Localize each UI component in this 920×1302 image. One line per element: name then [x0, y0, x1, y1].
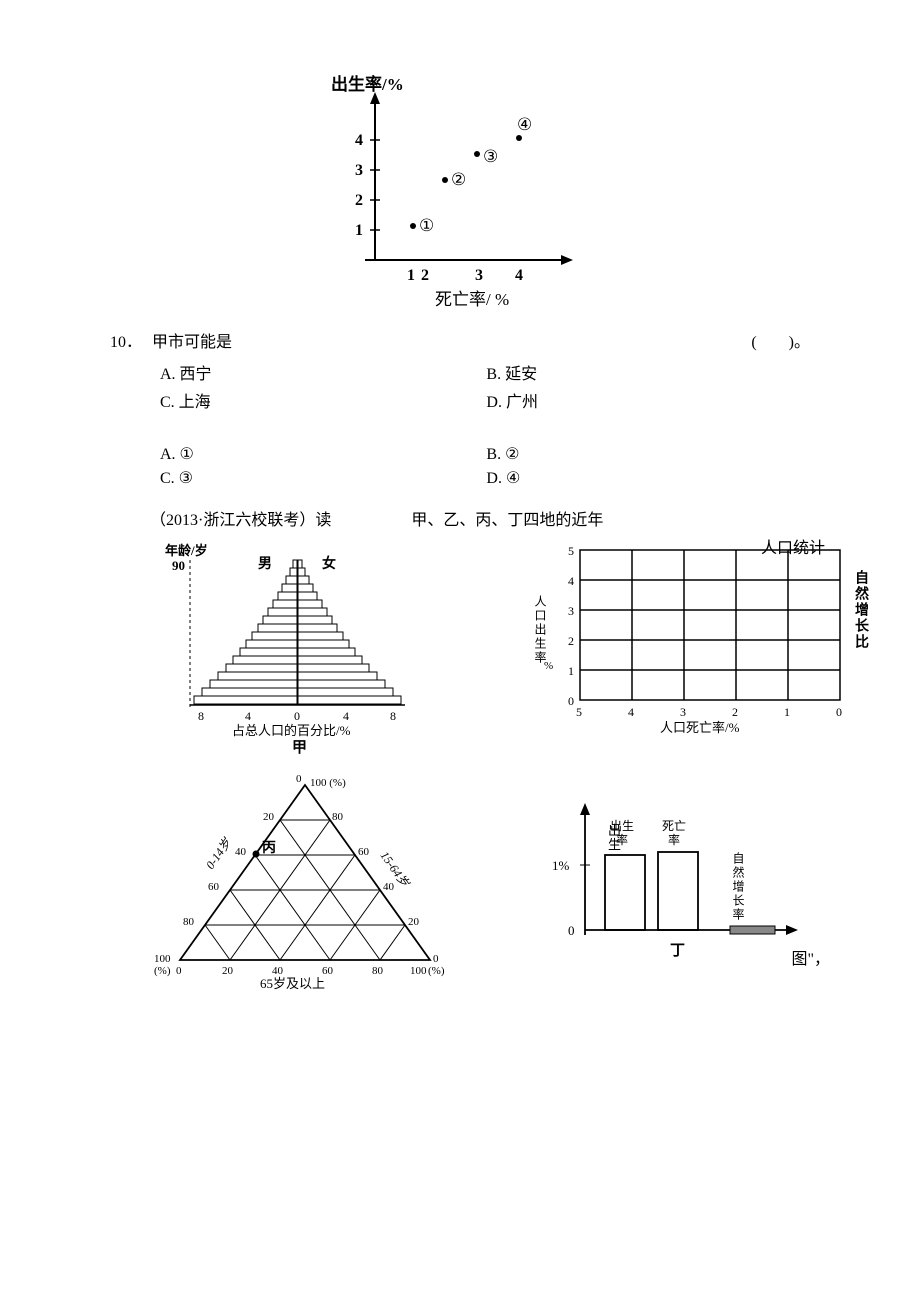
- svg-text:出生: 出生: [610, 819, 634, 833]
- q10-option-d[interactable]: D. 广州: [486, 388, 812, 412]
- svg-text:③: ③: [483, 147, 498, 166]
- svg-text:0-14岁: 0-14岁: [203, 835, 235, 872]
- svg-text:65岁及以上: 65岁及以上: [260, 976, 325, 990]
- q11-option-c[interactable]: C. ③: [160, 468, 486, 488]
- svg-text:0: 0: [294, 709, 300, 723]
- svg-text:1: 1: [784, 705, 790, 719]
- svg-text:0: 0: [836, 705, 842, 719]
- y-tick-1: 1: [355, 222, 363, 239]
- svg-text:5: 5: [568, 544, 574, 558]
- y-tick-4: 4: [355, 132, 363, 149]
- svg-text:3: 3: [568, 604, 574, 618]
- svg-text:女: 女: [322, 555, 336, 572]
- trail-text: 图"，: [791, 945, 830, 969]
- svg-text:0: 0: [296, 773, 302, 785]
- y-tick-2: 2: [355, 192, 363, 209]
- passage-source: （2013·浙江六校联考）读: [150, 506, 331, 530]
- svg-text:80: 80: [372, 965, 384, 977]
- passage-intro: （2013·浙江六校联考）读 甲、乙、丙、丁四地的近年: [110, 506, 840, 530]
- svg-text:男: 男: [258, 556, 272, 572]
- figures-grid: 年龄/岁 90 男 女: [150, 540, 840, 990]
- q10-option-b[interactable]: B. 延安: [486, 360, 812, 384]
- svg-text:2: 2: [732, 705, 738, 719]
- svg-text:0: 0: [176, 965, 182, 977]
- svg-text:0: 0: [568, 694, 574, 708]
- svg-text:80: 80: [183, 916, 195, 928]
- svg-text:②: ②: [451, 170, 466, 189]
- svg-text:100 (%): 100 (%): [310, 777, 346, 789]
- svg-text:1: 1: [407, 267, 415, 284]
- svg-text:2: 2: [568, 634, 574, 648]
- svg-text:(%): (%): [428, 965, 445, 977]
- svg-text:5: 5: [576, 705, 582, 719]
- svg-text:80: 80: [332, 811, 344, 823]
- svg-text:④: ④: [517, 115, 532, 134]
- svg-text:60: 60: [208, 881, 220, 893]
- svg-text:20: 20: [263, 811, 275, 823]
- svg-text:0: 0: [568, 923, 575, 938]
- q11-option-b[interactable]: B. ②: [486, 444, 812, 464]
- svg-text:死亡: 死亡: [662, 819, 686, 833]
- svg-text:丙: 丙: [262, 840, 276, 856]
- q11-option-d[interactable]: D. ④: [486, 468, 812, 488]
- svg-text:占总人口的百分比/%: 占总人口的百分比/%: [232, 723, 351, 738]
- svg-text:100: 100: [154, 953, 171, 965]
- q11-option-a[interactable]: A. ①: [160, 444, 486, 464]
- svg-text:(%): (%): [154, 965, 171, 977]
- svg-text:20: 20: [408, 916, 420, 928]
- y-tick-3: 3: [355, 162, 363, 179]
- scatter-y-label: 出生率/%: [331, 70, 404, 95]
- svg-text:0: 0: [433, 953, 439, 965]
- svg-text:8: 8: [390, 709, 396, 723]
- q10-text: 甲市可能是: [152, 334, 232, 351]
- svg-text:3: 3: [475, 267, 483, 284]
- q10-option-c[interactable]: C. 上海: [160, 388, 486, 412]
- birth-death-scatter-chart: 1 2 3 4 1 2 3 4 ① ② ③ ④ 出生率/% 死亡率/ %: [315, 80, 635, 310]
- svg-text:4: 4: [628, 705, 634, 719]
- svg-text:40: 40: [235, 846, 247, 858]
- svg-text:4: 4: [245, 709, 251, 723]
- ternary-chart-bing: 丙 0 100 (%) 20 40 60 80 100 (%) 80 60 40…: [150, 770, 490, 990]
- svg-text:2: 2: [421, 267, 429, 284]
- svg-text:100: 100: [410, 965, 427, 977]
- svg-text:甲: 甲: [292, 739, 307, 756]
- passage-middle: 甲、乙、丙、丁四地的近年: [411, 506, 603, 530]
- scatter-x-label: 死亡率/ %: [435, 285, 509, 310]
- svg-text:率: 率: [616, 832, 628, 847]
- svg-text:1%: 1%: [552, 858, 570, 873]
- bar-side-label: 自然增长率: [730, 852, 747, 922]
- svg-text:90: 90: [172, 558, 185, 573]
- svg-text:4: 4: [515, 267, 523, 284]
- population-pyramid-jia: 年龄/岁 90 男 女: [150, 540, 490, 760]
- q10-option-a[interactable]: A. 西宁: [160, 360, 486, 384]
- svg-text:40: 40: [383, 881, 395, 893]
- growth-right-label: 自然增长比: [850, 570, 870, 650]
- svg-text:3: 3: [680, 705, 686, 719]
- q10-number: 10．: [110, 334, 142, 351]
- question-10: 10． 甲市可能是 ( )。: [110, 328, 840, 352]
- svg-text:8: 8: [198, 709, 204, 723]
- svg-text:率: 率: [668, 832, 680, 847]
- svg-text:60: 60: [358, 846, 370, 858]
- svg-text:1: 1: [568, 664, 574, 678]
- svg-text:人口死亡率/%: 人口死亡率/%: [660, 720, 740, 735]
- svg-text:丁: 丁: [670, 943, 685, 959]
- svg-text:4: 4: [568, 574, 574, 588]
- growth-grid-chart: 5 4 3 2 1 0 5 4 3 2 1 0 人口死亡率/% 人口出生率 % …: [530, 540, 870, 760]
- svg-text:①: ①: [419, 216, 434, 235]
- growth-y-label: 人口出生率: [532, 595, 549, 665]
- q10-blank: ( )。: [751, 328, 810, 352]
- svg-text:20: 20: [222, 965, 234, 977]
- svg-text:年龄/岁: 年龄/岁: [165, 543, 208, 558]
- svg-text:4: 4: [343, 709, 349, 723]
